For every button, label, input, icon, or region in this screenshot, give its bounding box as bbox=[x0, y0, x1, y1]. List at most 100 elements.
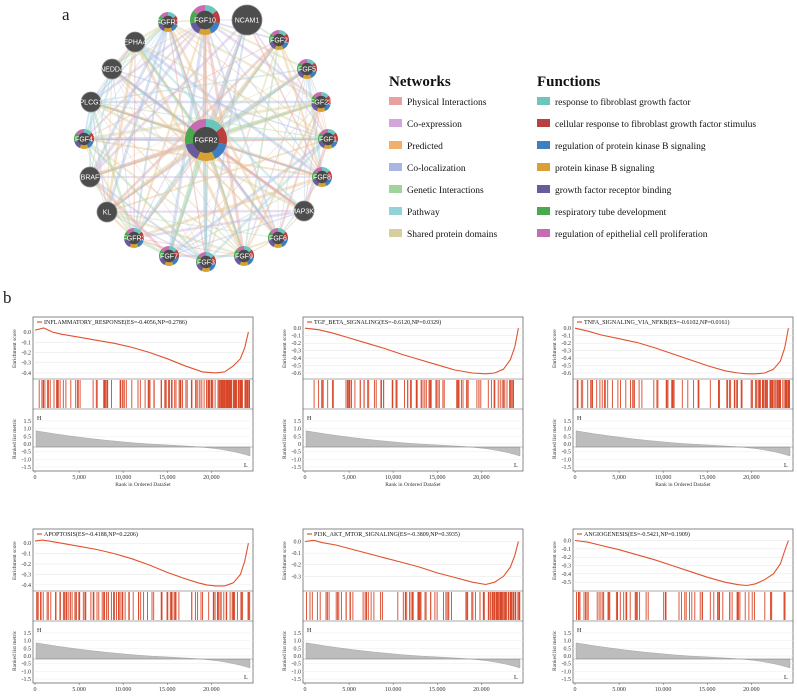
node-core bbox=[161, 15, 175, 29]
network-edge bbox=[207, 140, 323, 178]
network-edge bbox=[106, 211, 279, 239]
node-label: FGF2 bbox=[270, 38, 288, 45]
y-tick-label: -0.3 bbox=[22, 572, 32, 578]
network-edge bbox=[207, 141, 279, 239]
low-label: L bbox=[244, 675, 248, 681]
node-label: NCAM1 bbox=[235, 18, 260, 25]
legend-swatch-function bbox=[537, 207, 550, 215]
x-axis-label: Rank in Ordered DataSet bbox=[655, 482, 711, 488]
network-edge bbox=[133, 209, 305, 240]
legend-swatch-function bbox=[537, 229, 550, 237]
metric-tick-label: 1.0 bbox=[24, 639, 32, 645]
high-label: H bbox=[37, 416, 42, 422]
network-node-braf: BRAF bbox=[79, 166, 101, 188]
x-tick-label: 0 bbox=[304, 687, 307, 691]
legend-item-network: Predicted bbox=[407, 142, 443, 152]
node-label: FGF7 bbox=[160, 254, 178, 261]
metric-tick-label: -1.0 bbox=[292, 669, 302, 675]
x-tick-label: 10,000 bbox=[115, 687, 132, 691]
node-label: MAP3K1 bbox=[290, 209, 318, 216]
y-tick-label: -0.2 bbox=[292, 563, 302, 569]
network-edge bbox=[303, 101, 322, 212]
metric-tick-label: -1.5 bbox=[562, 465, 572, 471]
high-label: H bbox=[577, 416, 582, 422]
network-edge bbox=[277, 39, 280, 239]
network-edge bbox=[167, 21, 329, 140]
node-core bbox=[162, 249, 176, 263]
network-edge bbox=[90, 101, 245, 257]
y-tick-label: -0.3 bbox=[562, 349, 572, 355]
y-tick-label: -0.1 bbox=[562, 334, 572, 340]
y-tick-label: 0.0 bbox=[24, 330, 32, 336]
y-tick-label: -0.2 bbox=[292, 341, 302, 347]
y-tick-label: -0.4 bbox=[562, 356, 572, 362]
x-axis-label: Rank in Ordered DataSet bbox=[115, 482, 171, 488]
x-tick-label: 20,000 bbox=[473, 687, 490, 691]
metric-tick-label: 0.0 bbox=[564, 442, 572, 448]
network-node-fgf7: FGF7 bbox=[159, 246, 179, 266]
network-legend: Networks Functions Physical Interactions… bbox=[389, 74, 756, 240]
node-label: FGF6 bbox=[269, 236, 287, 243]
network-edge bbox=[88, 19, 207, 178]
node-core bbox=[195, 10, 215, 30]
y-tick-label: -0.5 bbox=[292, 364, 302, 370]
enrichment-curve bbox=[34, 327, 249, 374]
enrichment-curve bbox=[304, 327, 519, 375]
network-edge bbox=[134, 40, 323, 179]
high-label: H bbox=[577, 628, 582, 634]
metric-ylabel: Ranked list metric bbox=[12, 418, 18, 459]
metric-tick-label: 1.5 bbox=[24, 631, 32, 637]
network-edge bbox=[167, 21, 322, 103]
legend-swatch-network bbox=[389, 119, 402, 127]
network-edge bbox=[89, 101, 136, 239]
metric-tick-label: -1.0 bbox=[292, 457, 302, 463]
network-edge bbox=[90, 21, 169, 103]
network-edge bbox=[89, 68, 113, 178]
network-edge bbox=[111, 68, 329, 140]
y-tick-label: -0.5 bbox=[562, 364, 572, 370]
legend-item-network: Shared protein domains bbox=[407, 230, 498, 240]
y-tick-label: -0.2 bbox=[22, 351, 32, 357]
x-tick-label: 0 bbox=[574, 475, 577, 481]
legend-item-network: Genetic Interactions bbox=[407, 186, 484, 196]
network-node-fgf6: FGF6 bbox=[268, 228, 288, 249]
metric-ylabel: Ranked list metric bbox=[282, 418, 288, 459]
node-circle bbox=[293, 200, 315, 222]
legend-swatch-network bbox=[389, 207, 402, 215]
x-tick-label: 10,000 bbox=[655, 475, 672, 481]
metric-tick-label: 1.5 bbox=[294, 419, 302, 425]
y-tick-label: -0.3 bbox=[292, 349, 302, 355]
network-edge bbox=[207, 101, 322, 143]
legend-swatch-network bbox=[389, 141, 402, 149]
metric-tick-label: -0.5 bbox=[292, 450, 302, 456]
network-edge bbox=[204, 19, 308, 70]
network-edge bbox=[83, 41, 136, 140]
x-tick-label: 10,000 bbox=[385, 475, 402, 481]
x-tick-label: 20,000 bbox=[203, 687, 220, 691]
network-edge bbox=[106, 209, 305, 214]
network-edge bbox=[106, 210, 245, 258]
x-tick-label: 5,000 bbox=[72, 475, 86, 481]
node-label: BRAF bbox=[81, 175, 100, 182]
network-edge bbox=[303, 68, 308, 212]
network-node-plcg1: PLCG1 bbox=[80, 91, 103, 113]
y-tick-label: -0.5 bbox=[562, 580, 572, 586]
network-edge bbox=[133, 19, 206, 239]
panel-a-label: a bbox=[62, 5, 70, 24]
network-node-ncam1: NCAM1 bbox=[231, 4, 263, 36]
network-node-fgf4: FGF4 bbox=[74, 129, 94, 149]
y-tick-label: -0.2 bbox=[22, 562, 32, 568]
network-node-fgf5: FGF5 bbox=[297, 59, 318, 79]
node-label: FGF5 bbox=[298, 67, 316, 74]
network-edge bbox=[133, 21, 169, 239]
network-node-fgfr1: FGFR1 bbox=[157, 12, 180, 33]
y-tick-label: -0.3 bbox=[22, 361, 32, 367]
y-tick-label: -0.2 bbox=[562, 555, 572, 561]
network-edge bbox=[168, 141, 209, 257]
network-node-fgf23: FGF23 bbox=[310, 92, 332, 113]
node-label: FGF3 bbox=[197, 260, 215, 267]
plot-frame bbox=[572, 316, 794, 472]
low-label: L bbox=[784, 463, 788, 469]
network-edge bbox=[167, 21, 323, 178]
